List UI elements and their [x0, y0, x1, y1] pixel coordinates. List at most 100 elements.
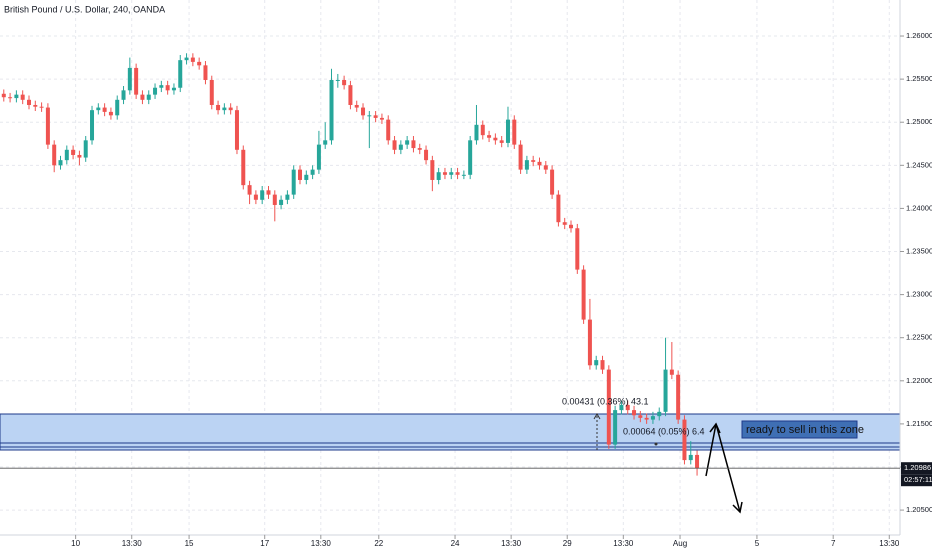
candle-body: [361, 107, 366, 116]
candle-body: [323, 140, 328, 145]
x-tick-label: 13:30: [122, 539, 143, 548]
x-tick-label: 24: [451, 539, 460, 548]
candle-body: [178, 60, 183, 88]
candle-body: [531, 160, 536, 162]
candle-body: [228, 107, 233, 111]
x-tick-label: Aug: [673, 539, 687, 548]
candle-body: [449, 172, 454, 175]
candle-body: [1, 93, 6, 98]
y-tick-label: 1.21500: [906, 419, 932, 428]
candle-body: [108, 111, 113, 116]
candle-body: [430, 160, 435, 180]
candle-body: [171, 87, 176, 91]
candle-body: [77, 154, 82, 158]
candle-body: [373, 115, 378, 118]
candle-body: [581, 269, 586, 320]
candle-body: [499, 140, 504, 143]
candle-body: [493, 137, 498, 141]
candle-body: [524, 160, 529, 170]
candle-body: [20, 94, 25, 100]
candle-body: [663, 369, 668, 412]
candle-body: [203, 65, 208, 80]
candle-body: [285, 194, 290, 200]
candle-body: [487, 135, 492, 138]
candle-body: [550, 169, 555, 195]
candle-body: [657, 411, 662, 417]
candle-body: [329, 79, 334, 141]
candle-body: [247, 185, 252, 195]
candle-body: [190, 57, 195, 62]
candle-body: [354, 104, 359, 108]
candle-body: [140, 94, 145, 100]
candle-body: [241, 149, 246, 186]
y-tick-label: 1.24500: [906, 160, 932, 169]
candle-body: [90, 110, 95, 141]
price-tag-label: 1.20986: [904, 463, 931, 472]
candle-body: [436, 172, 441, 180]
candle-body: [184, 57, 189, 61]
candle-body: [575, 228, 580, 270]
candle-body: [613, 410, 618, 445]
candle-body: [682, 419, 687, 461]
candle-body: [33, 104, 38, 107]
measure-label: 0.00431 (0.36%) 43.1: [562, 396, 649, 406]
candle-body: [71, 149, 76, 155]
x-tick-label: 7: [831, 539, 836, 548]
candle-body: [260, 190, 265, 200]
candle-body: [480, 124, 485, 136]
candle-body: [298, 169, 302, 180]
x-tick-label: 13:30: [311, 539, 332, 548]
y-tick-label: 1.22500: [906, 333, 932, 342]
x-tick-label: 17: [260, 539, 269, 548]
candle-body: [304, 174, 309, 180]
candle-body: [474, 124, 479, 141]
y-tick-label: 1.22000: [906, 376, 932, 385]
candle-body: [266, 190, 271, 195]
candle-body: [594, 360, 599, 366]
candle-body: [197, 61, 202, 66]
y-tick-label: 1.26000: [906, 31, 932, 40]
candle-body: [695, 454, 700, 469]
candle-body: [342, 79, 347, 86]
candle-body: [405, 140, 410, 145]
candle-body: [606, 369, 611, 445]
candle-body: [58, 160, 63, 166]
candle-body: [417, 148, 422, 150]
candle-body: [52, 144, 57, 166]
candle-body: [512, 119, 517, 145]
candle-body: [159, 85, 164, 88]
candle-body: [272, 194, 277, 205]
candle-body: [461, 174, 466, 176]
candle-body: [234, 110, 239, 150]
candle-body: [424, 149, 429, 161]
countdown-label: 02:57:11: [904, 475, 932, 484]
candle-body: [562, 222, 567, 225]
candle-body: [134, 67, 139, 95]
candle-body: [600, 360, 605, 370]
candle-body: [569, 224, 574, 229]
candle-body: [310, 169, 315, 175]
candle-body: [455, 172, 460, 175]
candle-body: [505, 119, 510, 143]
candle-body: [688, 454, 693, 461]
candle-body: [543, 165, 548, 170]
candle-body: [644, 417, 649, 420]
measure-dot: [654, 442, 658, 446]
candle-body: [367, 115, 372, 117]
candle-body: [650, 416, 655, 420]
chart-title: British Pound / U.S. Dollar, 240, OANDA: [4, 4, 165, 14]
candle-body: [216, 104, 221, 111]
x-tick-label: 10: [71, 539, 80, 548]
candle-body: [102, 107, 107, 112]
candle-body: [468, 140, 473, 175]
y-tick-label: 1.23500: [906, 246, 932, 255]
candle-body: [625, 404, 630, 411]
candle-body: [14, 94, 19, 99]
candle-body: [392, 140, 397, 150]
candle-body: [335, 79, 340, 81]
note-text: ready to sell in this zone: [746, 424, 864, 436]
candle-body: [379, 117, 384, 120]
candle-body: [83, 140, 88, 158]
candles: [1, 53, 700, 476]
y-tick-label: 1.24000: [906, 203, 932, 212]
